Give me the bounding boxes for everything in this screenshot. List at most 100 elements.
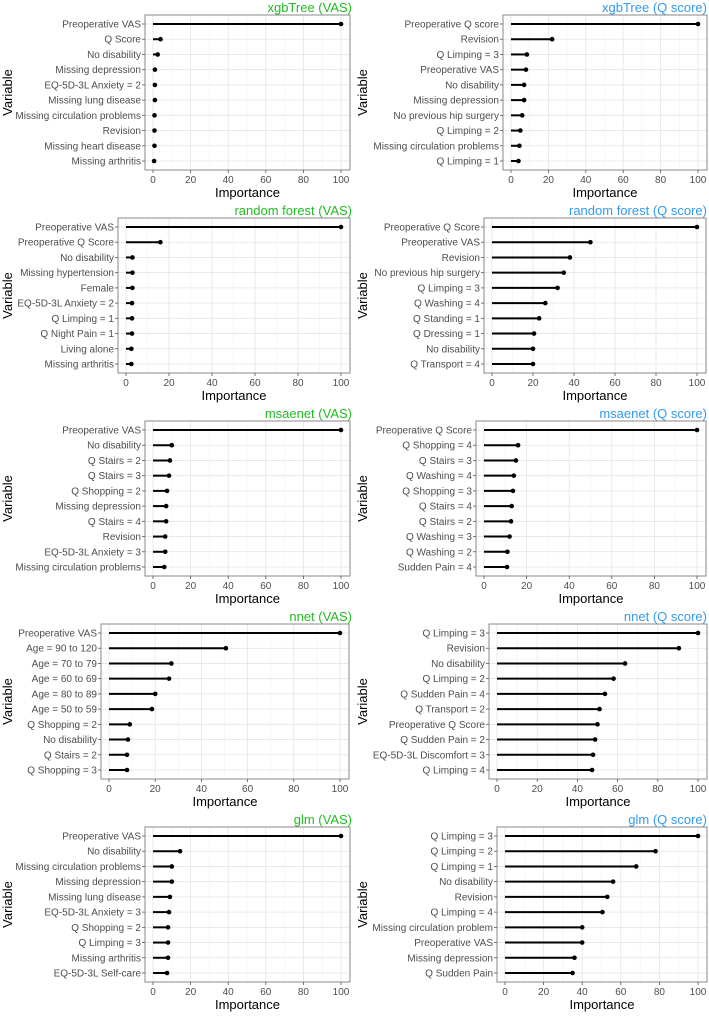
y-tick-label: Q Limping = 1	[436, 157, 499, 168]
lollipop-point	[511, 473, 517, 478]
y-tick-label: Preoperative VAS	[62, 20, 141, 31]
chart-panel: glm (Q score) Q Limping = 3 Q Limping = 2 Q…	[355, 812, 708, 1012]
x-tick-label: 100	[332, 784, 349, 795]
y-tick-label: Preoperative Q Score	[389, 720, 486, 731]
y-tick-label: EQ-5D-3L Anxiety = 2	[17, 299, 114, 310]
chart-panel: msaenet (VAS) Preoperative VAS No disabili…	[0, 406, 352, 606]
x-tick-label: 0	[481, 581, 487, 592]
x-tick-label: 40	[206, 378, 218, 389]
x-tick-label: 20	[185, 175, 197, 186]
lollipop-point	[338, 21, 344, 27]
y-tick-label: Revision	[442, 253, 480, 264]
x-axis-label: Importance	[562, 388, 627, 403]
x-tick-label: 100	[333, 987, 350, 998]
chart-title: xgbTree (Q score)	[602, 0, 707, 15]
y-tick-label: Revision	[461, 35, 499, 46]
y-tick-label: Q Sudden Pain	[425, 969, 493, 980]
y-tick-label: Q Sudden Pain = 2	[400, 735, 485, 746]
chart-panel: xgbTree (VAS) Preoperative VAS Q Score No d…	[0, 0, 352, 200]
y-tick-label: Q Stairs = 2	[44, 750, 98, 761]
lollipop-point	[549, 36, 555, 42]
y-tick-label: Missing circulation problems	[15, 862, 141, 873]
lollipop-point	[165, 925, 171, 930]
x-tick-label: 0	[489, 378, 495, 389]
x-tick-label: 0	[150, 175, 156, 186]
y-tick-label: Missing circulation problems	[15, 563, 141, 574]
lollipop-point	[162, 549, 168, 555]
y-axis-label: Variable	[0, 272, 15, 319]
lollipop-point	[590, 752, 596, 758]
lollipop-point	[523, 67, 529, 72]
y-tick-label: Q Washing = 2	[406, 547, 472, 558]
chart-panel: xgbTree (Q score) Preoperative Q score Rev…	[355, 0, 708, 200]
lollipop-point	[338, 427, 344, 433]
y-tick-label: Q Shopping = 4	[402, 441, 472, 452]
lollipop-point	[694, 224, 700, 230]
lollipop-point	[166, 676, 172, 681]
x-tick-label: 100	[333, 378, 350, 389]
x-tick-label: 80	[298, 987, 310, 998]
lollipop-point	[164, 488, 170, 494]
y-tick-label: Missing depression	[55, 65, 141, 76]
y-tick-label: No disability	[431, 659, 485, 670]
x-tick-label: 0	[106, 784, 112, 795]
y-tick-label: Missing lung disease	[48, 892, 141, 903]
lollipop-point	[602, 691, 608, 697]
y-tick-label: Preoperative VAS	[420, 65, 499, 76]
y-tick-label: Revision	[103, 126, 141, 137]
y-tick-label: No disability	[445, 80, 499, 91]
lollipop-point	[338, 224, 344, 230]
lollipop-point	[129, 331, 135, 336]
y-tick-label: Revision	[447, 644, 485, 655]
y-tick-label: No disability	[87, 847, 141, 858]
lollipop-point	[166, 909, 172, 915]
y-tick-label: Preoperative VAS	[414, 938, 493, 949]
lollipop-point	[124, 752, 130, 758]
y-tick-label: Q Stairs = 4	[88, 517, 142, 528]
x-axis-label: Importance	[201, 388, 266, 403]
lollipop-point	[524, 52, 530, 57]
y-tick-label: Q Transport = 2	[415, 705, 485, 716]
y-tick-label: Missing depression	[407, 953, 493, 964]
lollipop-point	[597, 706, 602, 712]
lollipop-point	[695, 833, 701, 839]
y-tick-label: Q Stairs = 3	[88, 471, 142, 482]
y-tick-label: Preoperative VAS	[62, 426, 141, 437]
y-tick-label: Preoperative Q Score	[376, 426, 473, 437]
lollipop-point	[543, 300, 548, 306]
plot-border	[117, 217, 351, 374]
y-tick-label: Missing depression	[55, 877, 141, 888]
x-tick-label: 80	[652, 784, 664, 795]
x-tick-label: 40	[577, 987, 589, 998]
x-tick-label: 80	[288, 784, 300, 795]
lollipop-point	[169, 661, 174, 666]
lollipop-point	[555, 285, 560, 291]
lollipop-point	[129, 316, 135, 321]
y-tick-label: Q Limping = 3	[417, 283, 480, 294]
lollipop-point	[519, 113, 525, 118]
lollipop-point	[572, 955, 577, 961]
y-tick-label: Q Score	[104, 35, 141, 46]
chart-panel: random forest (VAS) Preoperative VAS Preop…	[0, 203, 352, 403]
chart-panel: nnet (Q score) Q Limping = 3 Revision No di…	[355, 609, 708, 809]
y-tick-label: Missing circulation problems	[15, 111, 141, 122]
lollipop-point	[530, 346, 536, 352]
x-tick-label: 60	[612, 784, 624, 795]
x-axis-label: Importance	[572, 185, 637, 200]
lollipop-point	[167, 894, 173, 900]
x-tick-label: 0	[150, 581, 156, 592]
x-tick-label: 80	[298, 175, 310, 186]
lollipop-point	[163, 503, 169, 509]
lollipop-point	[610, 879, 616, 884]
x-tick-label: 0	[502, 987, 508, 998]
lollipop-point	[151, 158, 157, 164]
y-tick-label: EQ-5D-3L Anxiety = 2	[44, 80, 141, 91]
y-tick-label: Q Limping = 4	[422, 766, 485, 777]
lollipop-point	[158, 239, 163, 245]
y-tick-label: EQ-5D-3L Self-care	[54, 969, 142, 980]
y-tick-label: Q Limping = 4	[430, 908, 493, 919]
y-tick-label: Q Stairs = 2	[419, 517, 473, 528]
lollipop-point	[338, 833, 344, 839]
y-tick-label: Q Limping = 3	[436, 50, 499, 61]
y-tick-label: Preoperative Q Score	[384, 223, 481, 234]
